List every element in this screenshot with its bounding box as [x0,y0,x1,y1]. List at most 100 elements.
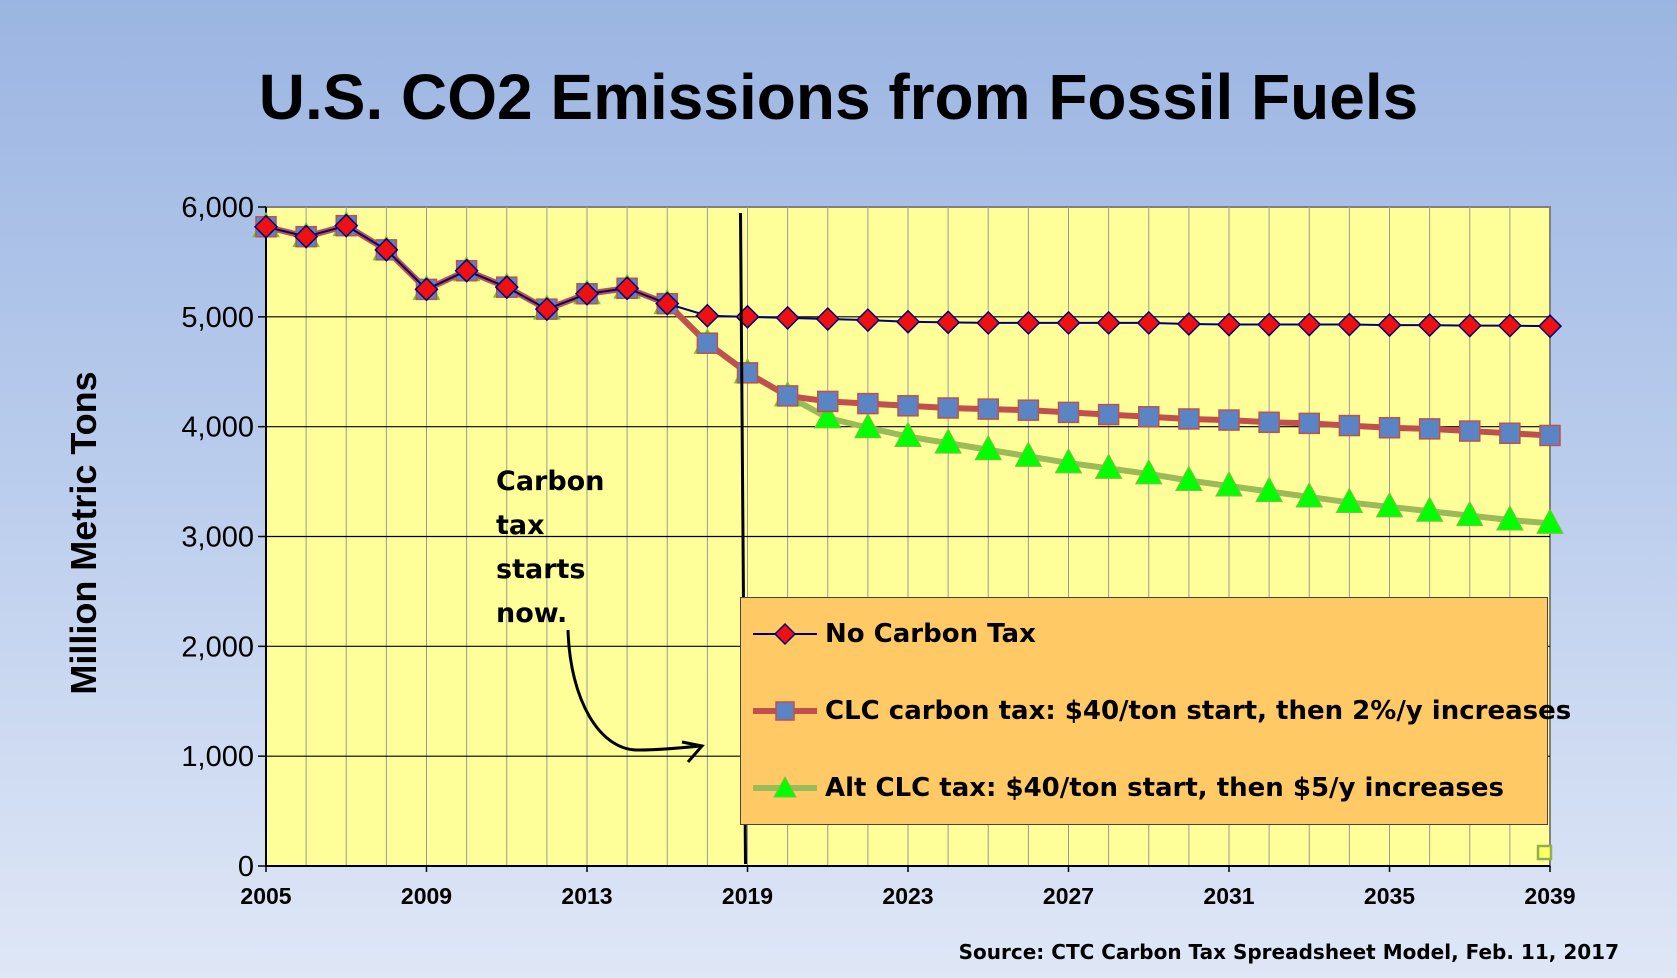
source-note: Source: CTC Carbon Tax Spreadsheet Model… [958,940,1619,964]
data-point [334,213,359,238]
data-point [1335,487,1364,513]
y-tick-label: 4,000 [181,412,254,444]
data-point [1134,458,1163,485]
legend-label: Alt CLC tax: $40/ton start, then $5/y in… [825,773,1504,803]
data-point [1056,310,1081,335]
legend-item-clc-carbon-tax: CLC carbon tax: $40/ton start, then 2%/y… [751,691,1571,731]
data-point [1457,313,1482,338]
series-layer [252,210,1564,534]
data-point [1017,399,1040,421]
legend-symbol-triangle [753,775,817,798]
annotation-arrowhead [681,740,705,763]
data-point [1496,504,1524,531]
data-point [1536,508,1564,534]
data-point [1537,314,1563,339]
legend-label: CLC carbon tax: $40/ton start, then 2%/y… [825,696,1572,726]
data-point [1415,496,1444,522]
legend: No Carbon Tax CLC carbon tax: $40/ton st… [740,597,1571,825]
data-point [1138,406,1160,428]
data-point [696,332,719,354]
y-tick-label: 0 [238,851,254,883]
data-point [534,297,559,322]
data-point [1297,312,1322,337]
data-point [894,421,922,448]
data-point [1258,411,1280,434]
x-tick-label: 2019 [722,883,773,909]
data-point [294,224,319,249]
data-point [1417,313,1442,338]
data-point [1337,312,1362,337]
data-point [1216,312,1242,337]
carbon-tax-annotation: Carbon tax starts now. [496,460,604,636]
data-point [1539,424,1561,447]
data-point [1298,412,1320,435]
data-point [1257,312,1282,337]
data-point [813,402,842,429]
data-point [855,308,880,333]
data-point [1054,447,1083,474]
data-point [454,258,479,283]
data-point [1378,417,1401,439]
data-point [775,305,800,330]
data-point [897,395,919,417]
data-point [1097,403,1120,426]
data-point [615,276,640,301]
y-tick-label: 1,000 [181,741,254,773]
data-point [1295,481,1324,508]
y-tick-label: 6,000 [181,192,254,224]
y-axis-ticks: 0 1,000 2,000 3,000 4,000 5,000 6,000 [181,192,1550,883]
data-point [1338,414,1361,437]
data-point [1455,500,1484,527]
data-point [1377,313,1402,338]
legend-symbol-square [753,701,817,721]
y-tick-label: 5,000 [181,302,254,334]
data-point [1136,310,1161,335]
data-point [934,428,962,454]
data-point [776,385,799,407]
data-point [1375,491,1404,518]
x-tick-label: 2013 [561,883,612,909]
annotation-line: tax [496,510,545,541]
x-tick-label: 2023 [882,883,933,909]
legend-item-alt-clc-tax: Alt CLC tax: $40/ton start, then $5/y in… [751,768,1504,808]
data-point [1057,401,1080,424]
data-point [1459,420,1481,442]
data-point [1178,408,1200,430]
data-point [895,309,921,334]
data-point [817,390,839,413]
data-point [974,434,1003,461]
data-point [1218,409,1240,431]
annotation-line: Carbon [496,466,605,497]
data-point [1096,310,1121,335]
x-axis-ticks: 2005 2009 2013 2019 2023 2027 2031 2035 2039 [240,866,1576,909]
x-tick-label: 2005 [240,883,291,909]
data-point [1175,465,1203,491]
annotation-line: now. [496,598,568,629]
data-point [1215,470,1243,497]
data-point [1014,441,1043,467]
x-tick-label: 2031 [1203,883,1254,909]
x-tick-label: 2039 [1524,883,1575,909]
data-point [936,310,961,335]
data-point [857,392,879,415]
data-point [976,310,1001,335]
data-point [815,306,840,332]
data-point [854,412,882,439]
x-tick-label: 2035 [1364,883,1415,909]
data-point [1016,310,1041,335]
data-point [655,291,680,316]
corner-marker [1536,844,1553,861]
legend-label: No Carbon Tax [825,619,1036,649]
data-point [1176,311,1201,337]
data-point [374,237,399,262]
legend-item-no-carbon-tax: No Carbon Tax [751,614,1036,654]
x-tick-label: 2009 [401,883,452,909]
data-point [977,398,999,420]
data-point [937,397,959,419]
annotation-line: starts [496,554,586,585]
data-point [1255,476,1283,502]
data-point [1418,418,1441,440]
x-tick-label: 2027 [1043,883,1094,909]
legend-symbol-diamond [753,622,817,646]
data-point [1094,453,1123,479]
